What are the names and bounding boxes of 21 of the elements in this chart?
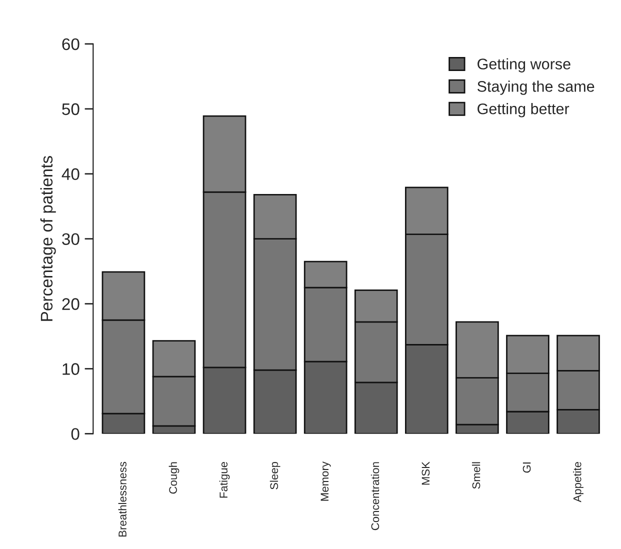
x-tick-label: Appetite [573,462,584,502]
x-tick-label: Sleep [270,462,280,490]
y-tick-label: 50 [62,103,80,116]
y-tick-label: 30 [62,233,80,246]
x-tick-label: Fatigue [219,462,230,498]
y-tick-label: 0 [71,428,80,440]
x-tick-label: Cough [168,462,180,494]
x-tick-label: Concentration [370,462,380,530]
x-tick-label: Memory [320,462,331,501]
y-tick-label: 20 [62,298,80,310]
y-tick-label: 10 [62,363,80,375]
x-tick-label: GI [522,462,531,473]
x-tick-label: Smell [472,462,480,489]
y-tick-label: 40 [62,168,80,180]
legend-label: Staying the same [477,80,594,95]
y-tick-label: 60 [62,38,80,50]
legend-label: Getting better [478,103,570,118]
legend-label: Getting worse [478,58,570,72]
x-tick-label: Breathlessness [118,462,126,537]
y-axis-title: Percentage of patients [40,156,56,321]
x-tick-label: MSK [422,462,430,485]
